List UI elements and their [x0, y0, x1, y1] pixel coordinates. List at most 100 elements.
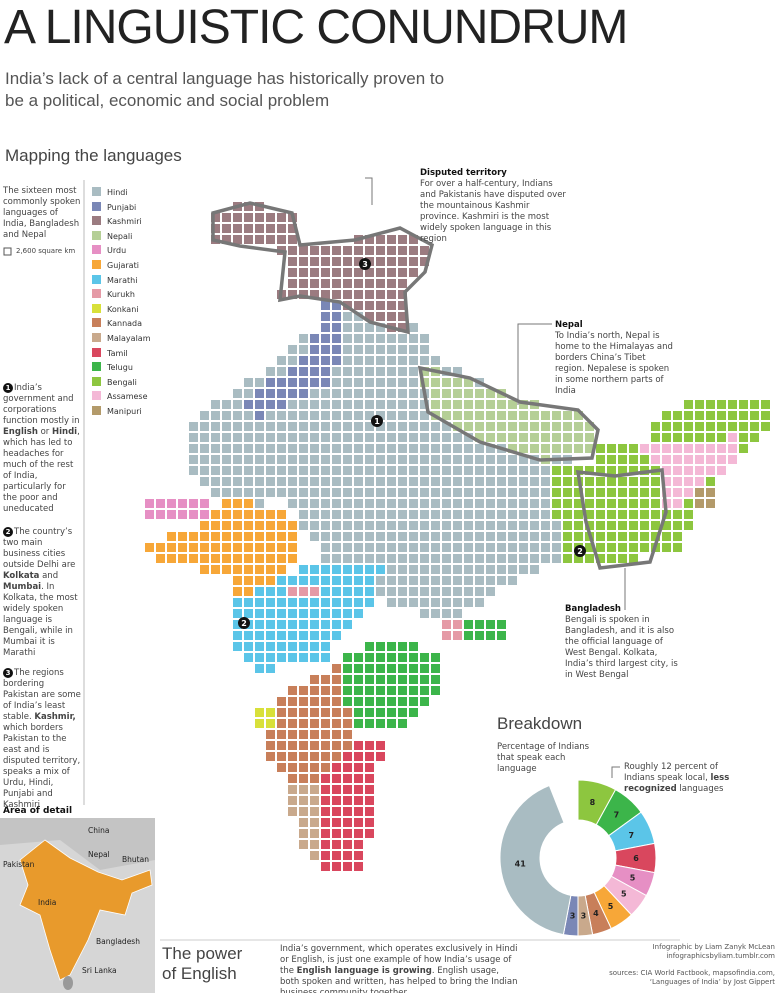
legend-item: Urdu [92, 245, 126, 255]
map-cell [332, 587, 341, 596]
map-cell [354, 862, 363, 871]
map-cell [618, 521, 627, 530]
map-cell [321, 466, 330, 475]
legend-label: Kashmiri [107, 217, 142, 227]
map-cell [354, 477, 363, 486]
map-cell [244, 235, 253, 244]
map-cell [475, 400, 484, 409]
map-cell [299, 466, 308, 475]
map-cell [255, 631, 264, 640]
annotation: Disputed territory For over a half-centur… [420, 168, 570, 245]
map-cell [497, 631, 506, 640]
map-cell [574, 433, 583, 442]
map-cell [167, 510, 176, 519]
map-cell [189, 433, 198, 442]
map-cell [299, 609, 308, 618]
map-cell [387, 499, 396, 508]
map-cell [376, 741, 385, 750]
map-cell [453, 631, 462, 640]
map-cell [222, 444, 231, 453]
map-cell [200, 554, 209, 563]
map-cell [475, 455, 484, 464]
map-cell [145, 510, 154, 519]
map-cell [376, 290, 385, 299]
map-cell [574, 499, 583, 508]
map-cell [761, 400, 770, 409]
legend-swatch [92, 333, 101, 342]
map-cell [508, 455, 517, 464]
legend-label: Assamese [107, 392, 148, 402]
map-cell [255, 576, 264, 585]
legend-item: Gujarati [92, 260, 139, 270]
map-cell [387, 708, 396, 717]
map-cell [354, 246, 363, 255]
donut-label: 4 [593, 909, 599, 918]
map-cell [321, 422, 330, 431]
map-cell [244, 224, 253, 233]
map-cell [673, 510, 682, 519]
map-cell [717, 455, 726, 464]
map-cell [387, 532, 396, 541]
map-cell [629, 499, 638, 508]
map-cell [442, 532, 451, 541]
map-cell [409, 488, 418, 497]
map-cell [376, 323, 385, 332]
map-cell [332, 521, 341, 530]
map-cell [376, 466, 385, 475]
map-cell [277, 521, 286, 530]
map-cell [607, 488, 616, 497]
map-cell [684, 488, 693, 497]
map-cell [442, 433, 451, 442]
map-cell [321, 378, 330, 387]
map-cell [706, 444, 715, 453]
map-cell [596, 532, 605, 541]
map-cell [651, 488, 660, 497]
map-cell [244, 433, 253, 442]
map-cell [244, 532, 253, 541]
map-cell [255, 389, 264, 398]
map-cell [288, 774, 297, 783]
map-cell [420, 356, 429, 365]
map-cell [354, 411, 363, 420]
map-cell [618, 499, 627, 508]
map-cell [365, 422, 374, 431]
credit-line: Infographic by Liam Zanyk McLean [652, 943, 775, 951]
map-cell [365, 334, 374, 343]
map-cell [354, 312, 363, 321]
note-number: 3 [3, 668, 13, 678]
map-cell [387, 587, 396, 596]
map-cell [541, 433, 550, 442]
map-cell [266, 235, 275, 244]
map-cell [299, 697, 308, 706]
map-cell [354, 268, 363, 277]
map-cell [508, 477, 517, 486]
map-cell [475, 543, 484, 552]
map-cell [706, 466, 715, 475]
map-cell [519, 422, 528, 431]
map-cell [222, 213, 231, 222]
legend-swatch [92, 362, 101, 372]
donut-label: 41 [515, 859, 527, 868]
map-cell [453, 389, 462, 398]
map-cell [255, 455, 264, 464]
map-cell [387, 642, 396, 651]
map-cell [387, 466, 396, 475]
map-cell [618, 543, 627, 552]
map-cell [673, 521, 682, 530]
map-cell [343, 290, 352, 299]
map-cell [530, 510, 539, 519]
map-cell [365, 576, 374, 585]
map-cell [684, 499, 693, 508]
map-cell [321, 400, 330, 409]
donut-label: 7 [628, 831, 634, 840]
map-cell [453, 609, 462, 618]
map-cell [387, 686, 396, 695]
map-cell [464, 587, 473, 596]
map-cell [706, 499, 715, 508]
map-cell [255, 653, 264, 662]
map-cell [310, 840, 319, 849]
map-cell [409, 708, 418, 717]
map-cell [376, 642, 385, 651]
map-cell [519, 532, 528, 541]
map-cell [684, 411, 693, 420]
